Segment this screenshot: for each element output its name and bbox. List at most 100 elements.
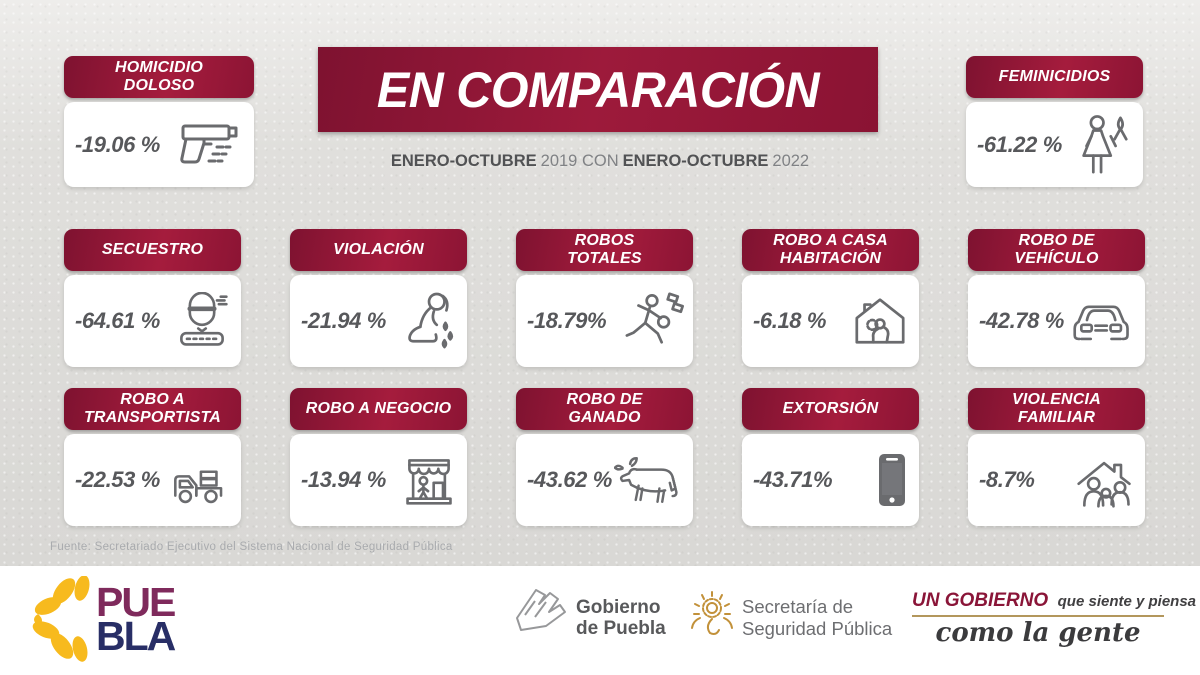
truck-icon — [168, 452, 232, 508]
slogan-divider — [912, 615, 1164, 617]
percent-value: -64.61 % — [75, 308, 160, 333]
percent-value: -61.22 % — [977, 131, 1062, 157]
running-thief-icon — [620, 292, 684, 350]
subtitle-range-1: ENERO-OCTUBRE — [390, 152, 537, 170]
card-body: -13.94 % — [290, 434, 467, 526]
puebla-wordmark-bottom: BLA — [96, 612, 176, 659]
phone-icon — [874, 451, 910, 509]
card-body: -8.7% — [968, 434, 1145, 526]
card-title-line1: ROBO DE — [1018, 232, 1095, 250]
card-robos-totales: ROBOS TOTALES -18.79% — [516, 229, 693, 367]
card-title: FEMINICIDIOS — [966, 56, 1143, 98]
card-robo-de-ganado: ROBO DE GANADO -43.62 % — [516, 388, 693, 526]
percent-value: -13.94 % — [301, 467, 386, 492]
house-burglar-icon — [850, 292, 910, 350]
card-title-line2: HABITACIÓN — [779, 250, 882, 267]
card-body: -21.94 % — [290, 275, 467, 367]
card-title: ROBO DE VEHÍCULO — [968, 229, 1145, 271]
card-violencia-familiar: VIOLENCIA FAMILIAR -8.7% — [968, 388, 1145, 526]
card-robo-de-vehiculo: ROBO DE VEHÍCULO -42.78 % — [968, 229, 1145, 367]
card-title-line1: ROBO A NEGOCIO — [305, 400, 452, 418]
card-title: EXTORSIÓN — [742, 388, 919, 430]
card-body: -18.79% — [516, 275, 693, 367]
title-banner: EN COMPARACIÓN — [318, 47, 878, 132]
percent-value: -22.53 % — [75, 467, 160, 492]
footer-bar: PUE BLA Gobierno de Puebla Secretaría de… — [0, 566, 1200, 675]
card-title-line2: TRANSPORTISTA — [83, 409, 222, 426]
card-title: HOMICIDIO DOLOSO — [64, 56, 254, 98]
card-title-line2: GANADO — [568, 409, 641, 426]
gobierno-emblem-icon — [512, 582, 570, 632]
card-title-line1: FEMINICIDIOS — [998, 68, 1111, 86]
secretaria-line2: Seguridad Pública — [742, 617, 893, 639]
car-icon — [1070, 295, 1136, 347]
card-title-line2: FAMILIAR — [1017, 409, 1096, 426]
card-body: -6.18 % — [742, 275, 919, 367]
card-violacion: VIOLACIÓN -21.94 % — [290, 229, 467, 367]
card-body: -61.22 % — [966, 102, 1143, 187]
card-title: VIOLACIÓN — [290, 229, 467, 271]
slogan-como-la-gente: como la gente — [935, 618, 1141, 648]
percent-value: -43.71% — [753, 467, 833, 492]
card-robo-a-negocio: ROBO A NEGOCIO -13.94 % — [290, 388, 467, 526]
card-title: ROBOS TOTALES — [516, 229, 693, 271]
card-title-line1: ROBOS — [574, 232, 635, 250]
subtitle: ENERO-OCTUBRE 2019 CON ENERO-OCTUBRE 2022 — [318, 152, 878, 171]
card-title-line2: DOLOSO — [123, 77, 195, 94]
card-title: ROBO A TRANSPORTISTA — [64, 388, 241, 430]
government-slogan: UN GOBIERNO que siente y piensa como la … — [912, 590, 1196, 648]
percent-value: -19.06 % — [75, 131, 160, 157]
percent-value: -42.78 % — [979, 308, 1064, 333]
card-title-line1: ROBO A CASA — [773, 232, 888, 250]
card-body: -43.71% — [742, 434, 919, 526]
card-title: ROBO A CASA HABITACIÓN — [742, 229, 919, 271]
card-body: -64.61 % — [64, 275, 241, 367]
card-title-line1: SECUESTRO — [101, 241, 204, 259]
card-title-line1: ROBO DE — [566, 391, 643, 409]
card-extorsion: EXTORSIÓN -43.71% — [742, 388, 919, 526]
card-robo-casa-habitacion: ROBO A CASA HABITACIÓN -6.18 % — [742, 229, 919, 367]
gun-icon — [177, 116, 245, 174]
puebla-flower-icon — [30, 576, 110, 662]
card-title-line2: TOTALES — [567, 250, 642, 267]
percent-value: -8.7% — [979, 467, 1035, 492]
gobierno-de-puebla-label: Gobierno de Puebla — [576, 597, 666, 639]
card-body: -19.06 % — [64, 102, 254, 187]
puebla-wordmark: PUE BLA — [96, 582, 176, 659]
gobierno-line2: de Puebla — [576, 617, 666, 639]
card-title-line1: HOMICIDIO — [114, 59, 204, 77]
slogan-un-gobierno: UN GOBIERNO — [912, 590, 1049, 611]
card-body: -43.62 % — [516, 434, 693, 526]
woman-ribbon-icon — [1072, 113, 1134, 177]
card-title: SECUESTRO — [64, 229, 241, 271]
card-title-line2: VEHÍCULO — [1014, 250, 1099, 267]
subtitle-range-2: ENERO-OCTUBRE — [622, 152, 769, 170]
card-robo-a-transportista: ROBO A TRANSPORTISTA -22.53 % — [64, 388, 241, 526]
card-homicidio-doloso: HOMICIDIO DOLOSO -19.06 % — [64, 56, 254, 187]
card-title-line1: ROBO A — [120, 391, 185, 409]
card-secuestro: SECUESTRO -64.61 % — [64, 229, 241, 367]
percent-value: -18.79% — [527, 308, 607, 333]
card-title-line1: VIOLENCIA — [1012, 391, 1101, 409]
secretaria-line1: Secretaría de — [742, 596, 854, 617]
cow-icon — [614, 454, 684, 506]
percent-value: -6.18 % — [753, 308, 827, 333]
secretaria-label: Secretaría de Seguridad Pública — [742, 596, 892, 640]
store-icon — [400, 452, 458, 508]
kneeling-victim-icon — [402, 290, 458, 352]
subtitle-year-2: 2022 — [772, 152, 810, 170]
card-body: -22.53 % — [64, 434, 241, 526]
slogan-que-siente: que siente y piensa — [1057, 593, 1197, 610]
card-title: ROBO DE GANADO — [516, 388, 693, 430]
source-note: Fuente: Secretariado Ejecutivo del Siste… — [50, 541, 453, 553]
card-title: ROBO A NEGOCIO — [290, 388, 467, 430]
hostage-icon — [172, 292, 232, 350]
percent-value: -43.62 % — [527, 467, 612, 492]
secretaria-glyph-icon — [688, 588, 736, 640]
percent-value: -21.94 % — [301, 308, 386, 333]
card-body: -42.78 % — [968, 275, 1145, 367]
slogan-line1: UN GOBIERNO que siente y piensa — [912, 590, 1196, 612]
card-title: VIOLENCIA FAMILIAR — [968, 388, 1145, 430]
family-house-icon — [1074, 451, 1136, 509]
